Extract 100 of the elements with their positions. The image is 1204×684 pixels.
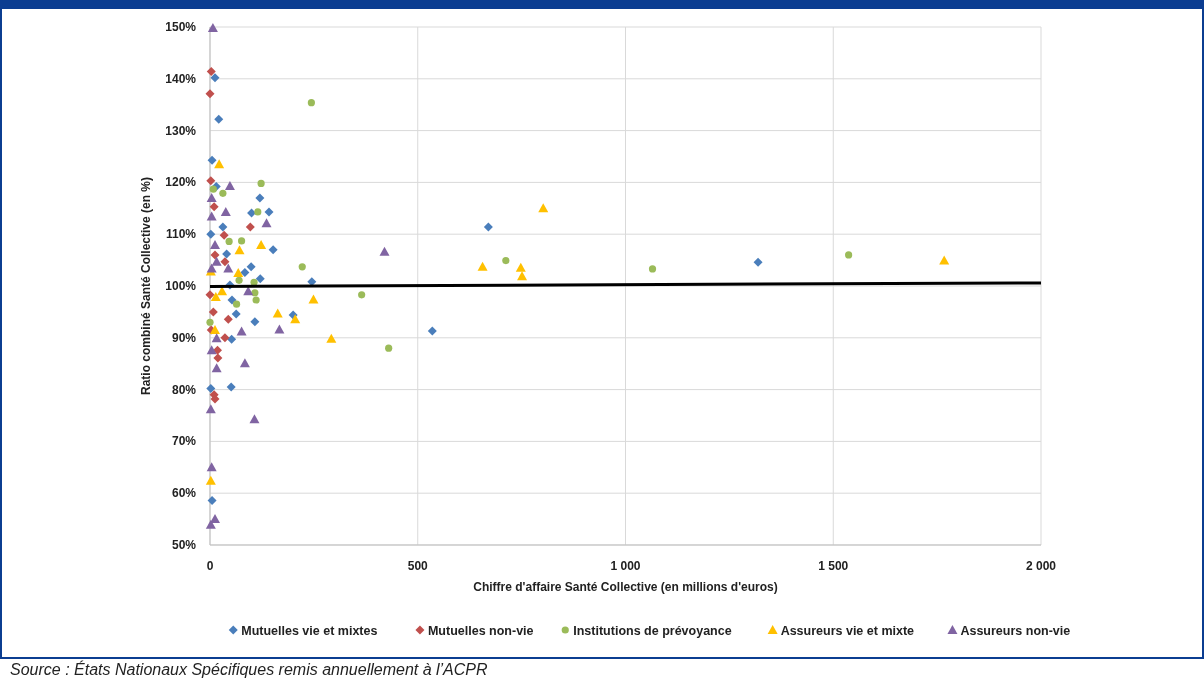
legend-label: Assureurs non-vie [960, 623, 1071, 638]
y-tick-label: 90% [171, 330, 197, 345]
point [235, 276, 243, 284]
point [251, 289, 259, 297]
point [249, 414, 260, 424]
point [240, 268, 250, 278]
point [211, 333, 222, 343]
point [213, 353, 223, 363]
point [517, 271, 528, 281]
point [226, 382, 236, 392]
point [210, 291, 221, 301]
y-tick-label: 120% [165, 175, 197, 190]
y-tick-label: 100% [165, 279, 197, 293]
x-axis-title: Chiffre d'affaire Santé Collective (en millions d'euros) [473, 580, 778, 594]
point [233, 268, 244, 278]
point [246, 262, 256, 272]
legend-label: Mutuelles vie et mixtes [241, 623, 378, 638]
point [205, 404, 216, 414]
legend-label: Assureurs vie et mixte [780, 623, 915, 638]
point [218, 222, 228, 232]
y-tick-label: 150% [165, 20, 197, 34]
point [239, 358, 250, 368]
point [205, 475, 216, 485]
point [225, 237, 233, 246]
point [209, 185, 217, 193]
point [220, 257, 230, 267]
x-tick-label: 0 [206, 559, 214, 573]
point [206, 345, 217, 355]
point [290, 314, 301, 324]
point [753, 257, 763, 267]
point [205, 89, 215, 99]
point [326, 333, 337, 343]
point [379, 246, 390, 256]
x-tick-label: 500 [407, 559, 429, 573]
y-tick-label: 70% [171, 434, 197, 449]
point [250, 278, 258, 286]
point [220, 206, 231, 216]
y-tick-label: 110% [165, 227, 197, 242]
point [217, 286, 228, 296]
point [255, 274, 265, 284]
point [939, 255, 950, 265]
point [206, 318, 214, 326]
point [538, 203, 549, 213]
point [237, 237, 246, 245]
point [845, 251, 853, 259]
point [272, 308, 283, 318]
y-tick-label: 50% [171, 538, 197, 552]
point [232, 300, 241, 308]
point [261, 218, 272, 228]
point [274, 324, 285, 334]
y-tick-label: 130% [165, 123, 197, 138]
point [209, 325, 220, 335]
point [206, 384, 216, 394]
point [214, 114, 224, 124]
point [358, 291, 366, 299]
point [227, 295, 237, 305]
point [268, 245, 278, 255]
point [298, 263, 306, 271]
point [483, 222, 493, 232]
point [255, 193, 265, 203]
point [206, 192, 217, 202]
point [206, 211, 217, 221]
point [223, 314, 233, 324]
point [209, 202, 219, 212]
point [206, 229, 216, 239]
point [307, 99, 315, 107]
y-tick-label: 140% [165, 71, 197, 86]
point [210, 73, 220, 83]
x-tick-label: 1 000 [610, 559, 641, 573]
point [207, 23, 218, 33]
point [231, 309, 241, 319]
point [219, 230, 229, 240]
point [502, 257, 510, 265]
point [211, 256, 222, 266]
legend-label: Institutions de prévoyance [573, 623, 732, 638]
point [243, 286, 254, 296]
x-tick-label: 1 500 [818, 559, 849, 573]
point [427, 326, 437, 336]
point [206, 462, 217, 472]
point [245, 222, 255, 232]
point [224, 181, 235, 191]
point [227, 334, 237, 344]
point [219, 189, 227, 197]
point [210, 250, 220, 260]
point [222, 249, 232, 259]
point [234, 245, 245, 255]
point [236, 326, 247, 336]
point [220, 333, 230, 343]
legend-label: Mutuelles non-vie [427, 623, 534, 638]
point [211, 363, 222, 373]
source-note: Source : États Nationaux Spécifiques remis annuellement à l’ACPR [10, 660, 489, 678]
point [223, 263, 234, 273]
point [515, 262, 526, 272]
point [477, 261, 488, 271]
point [264, 207, 274, 217]
point [250, 317, 260, 327]
point [206, 176, 216, 186]
point [207, 495, 217, 505]
point [257, 179, 265, 188]
x-tick-label: 2 000 [1025, 559, 1057, 573]
